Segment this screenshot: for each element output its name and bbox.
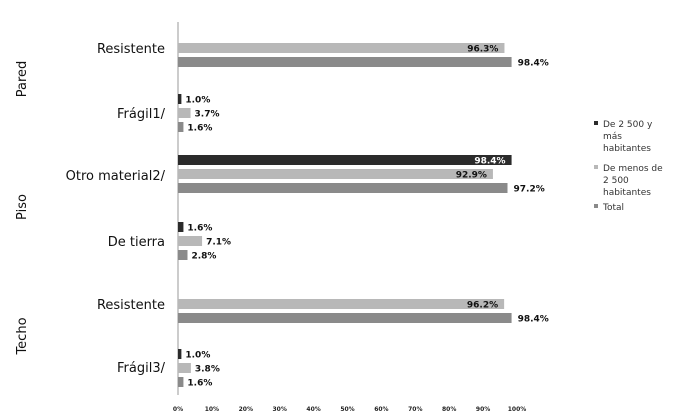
group-label-piso: Piso xyxy=(15,194,30,220)
data-label-2-2-series-1: 1.6% xyxy=(187,224,212,234)
x-tick-label-7: 70% xyxy=(408,406,422,413)
x-tick-label-9: 90% xyxy=(476,406,490,413)
data-label-1-2-series-3: 1.6% xyxy=(187,124,212,134)
data-label-1-1-series-2: 96.3% xyxy=(467,45,498,55)
x-tick-label-3: 30% xyxy=(273,406,287,413)
category-label-2-2: De tierra xyxy=(108,235,165,250)
legend-label-1-line-3: habitantes xyxy=(603,144,651,154)
legend-swatch-3 xyxy=(594,204,598,208)
group-label-techo: Techo xyxy=(15,317,30,355)
x-tick-label-8: 80% xyxy=(442,406,456,413)
bar-1-2-series-3 xyxy=(178,122,184,132)
bar-2-2-series-1 xyxy=(178,222,184,232)
data-label-3-1-series-2: 96.2% xyxy=(467,301,498,311)
x-tick-label-5: 50% xyxy=(340,406,354,413)
bar-1-1-series-3 xyxy=(178,57,512,67)
bar-2-1-series-1 xyxy=(178,155,512,165)
x-tick-label-1: 10% xyxy=(205,406,219,413)
legend-label-1-line-1: De 2 500 y xyxy=(603,120,653,130)
data-label-2-2-series-3: 2.8% xyxy=(191,252,216,262)
data-label-2-2-series-2: 7.1% xyxy=(206,238,231,248)
bar-2-2-series-2 xyxy=(178,236,203,246)
bar-3-1-series-3 xyxy=(178,313,512,323)
data-label-3-2-series-2: 3.8% xyxy=(195,365,220,375)
legend-label-2-line-3: habitantes xyxy=(603,188,651,198)
bar-1-2-series-2 xyxy=(178,108,191,118)
legend-label-1-line-2: más xyxy=(603,132,622,142)
category-label-2-1: Otro material2/ xyxy=(66,169,166,184)
bar-2-2-series-3 xyxy=(178,250,188,260)
category-label-1-1: Resistente xyxy=(97,42,165,57)
legend-label-3-line-1: Total xyxy=(602,203,624,213)
bar-2-1-series-2 xyxy=(178,169,493,179)
bar-1-2-series-1 xyxy=(178,94,182,104)
x-tick-label-10: 100% xyxy=(508,406,527,413)
legend-swatch-1 xyxy=(594,121,598,125)
legend-label-2-line-1: De menos de xyxy=(603,164,663,174)
bar-1-1-series-2 xyxy=(178,43,505,53)
bar-3-2-series-1 xyxy=(178,349,182,359)
x-tick-label-0: 0% xyxy=(173,406,183,413)
bar-3-2-series-2 xyxy=(178,363,191,373)
data-label-1-1-series-3: 98.4% xyxy=(518,59,549,69)
data-label-3-2-series-3: 1.6% xyxy=(187,379,212,389)
category-label-3-2: Frágil3/ xyxy=(117,361,166,376)
category-label-1-2: Frágil1/ xyxy=(117,107,166,122)
data-label-2-1-series-3: 97.2% xyxy=(514,185,545,195)
x-tick-label-4: 40% xyxy=(306,406,320,413)
bar-2-1-series-3 xyxy=(178,183,508,193)
category-label-3-1: Resistente xyxy=(97,298,165,313)
bar-3-2-series-3 xyxy=(178,377,184,387)
x-tick-label-6: 60% xyxy=(374,406,388,413)
x-tick-label-2: 20% xyxy=(239,406,253,413)
data-label-2-1-series-2: 92.9% xyxy=(456,171,487,181)
group-label-pared: Pared xyxy=(15,61,30,98)
data-label-3-2-series-1: 1.0% xyxy=(185,351,210,361)
legend-swatch-2 xyxy=(594,165,598,169)
data-label-1-2-series-2: 3.7% xyxy=(195,110,220,120)
legend-label-2-line-2: 2 500 xyxy=(603,176,629,186)
data-label-2-1-series-1: 98.4% xyxy=(474,157,505,167)
bar-3-1-series-2 xyxy=(178,299,505,309)
data-label-1-2-series-1: 1.0% xyxy=(185,96,210,106)
data-label-3-1-series-3: 98.4% xyxy=(518,315,549,325)
